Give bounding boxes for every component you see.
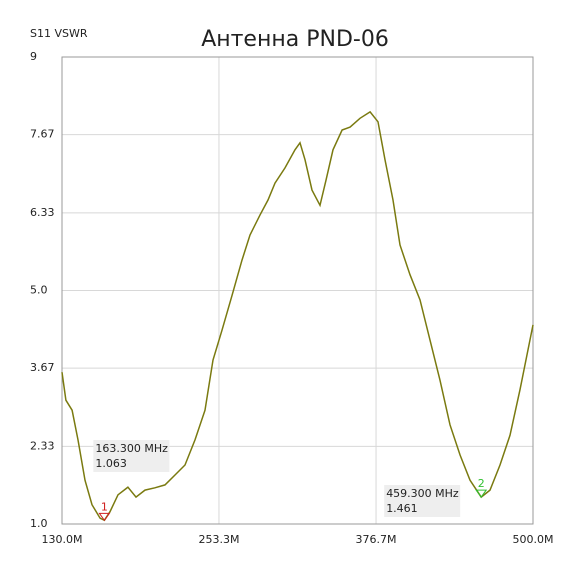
plot-border: [61, 56, 534, 525]
data-line: [61, 110, 534, 522]
y-tick-label: 9: [30, 50, 37, 63]
annotation-box: [93, 440, 170, 472]
annotation-value: 1.461: [386, 502, 418, 515]
y-tick-label: 5.0: [30, 284, 48, 297]
marker: [475, 489, 488, 498]
marker-label: 2: [478, 477, 485, 490]
annotation-box: [384, 485, 461, 517]
y-axis-label: S11 VSWR: [30, 27, 88, 40]
y-tick-label: 1.0: [30, 517, 48, 530]
y-tick-label: 6.33: [30, 206, 55, 219]
annotation-value: 1.063: [95, 457, 127, 470]
y-tick-label: 7.67: [30, 128, 55, 141]
annotation-frequency: 459.300 MHz: [386, 487, 459, 500]
y-tick-label: 3.67: [30, 361, 55, 374]
marker: [98, 512, 111, 522]
annotation-frequency: 163.300 MHz: [95, 442, 168, 455]
y-tick-label: 2.33: [30, 439, 55, 452]
x-tick-label: 130.0M: [42, 533, 83, 546]
marker-label: 1: [101, 500, 108, 513]
x-tick-label: 376.7M: [356, 533, 397, 546]
x-tick-label: 253.3M: [198, 533, 239, 546]
x-tick-label: 500.0M: [513, 533, 554, 546]
chart-title: Антенна PND-06: [201, 27, 389, 52]
